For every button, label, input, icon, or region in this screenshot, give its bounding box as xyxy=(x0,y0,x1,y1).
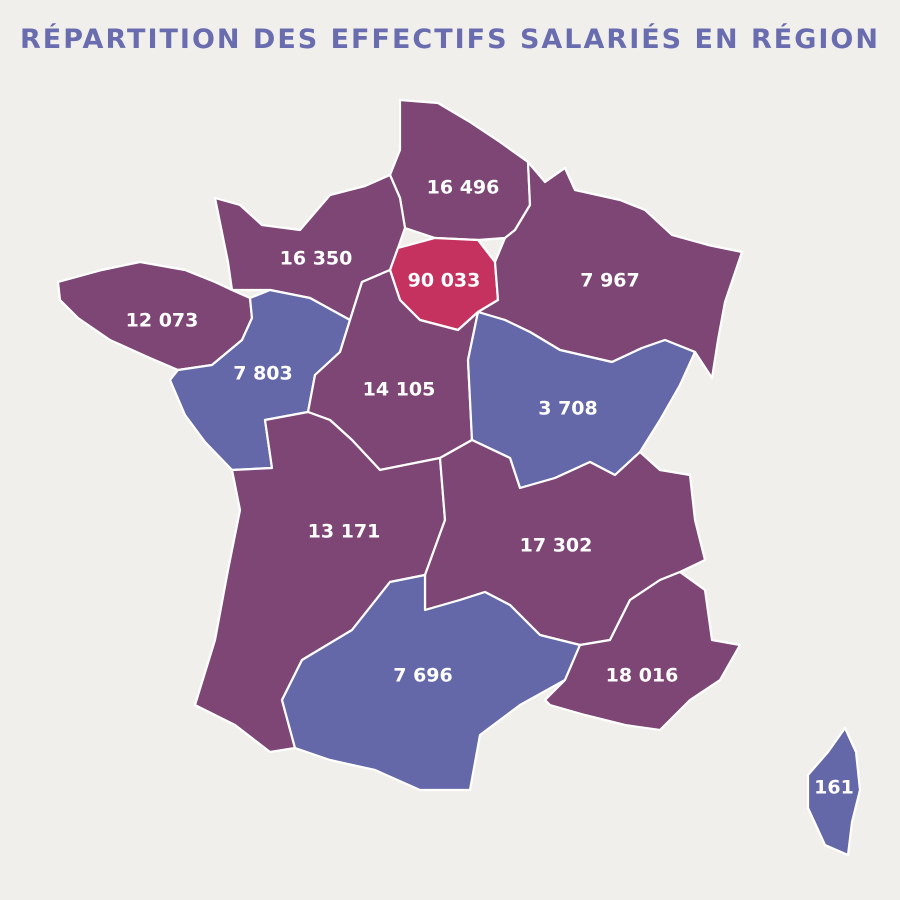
map-title: RÉPARTITION DES EFFECTIFS SALARIÉS EN RÉ… xyxy=(20,24,880,55)
region-corse[interactable] xyxy=(806,726,862,857)
region-value-label: 14 105 xyxy=(363,379,436,401)
region-value-label: 13 171 xyxy=(308,521,381,543)
region-value-label: 7 696 xyxy=(393,665,453,687)
region-value-label: 17 302 xyxy=(520,535,593,557)
region-value-label: 18 016 xyxy=(606,665,679,687)
region-value-label: 7 803 xyxy=(233,363,293,385)
region-value-label: 3 708 xyxy=(538,398,598,420)
region-normandie[interactable] xyxy=(213,173,407,322)
region-value-label: 16 350 xyxy=(280,248,353,270)
region-hauts-de-france[interactable] xyxy=(388,98,532,242)
region-value-label: 7 967 xyxy=(580,270,640,292)
region-occitanie[interactable] xyxy=(280,573,582,792)
region-value-label: 161 xyxy=(814,777,854,799)
region-value-label: 12 073 xyxy=(126,310,199,332)
region-provence-alpes-cote-d-azur[interactable] xyxy=(543,570,742,732)
region-value-label: 90 033 xyxy=(408,270,481,292)
region-value-label: 16 496 xyxy=(427,177,500,199)
